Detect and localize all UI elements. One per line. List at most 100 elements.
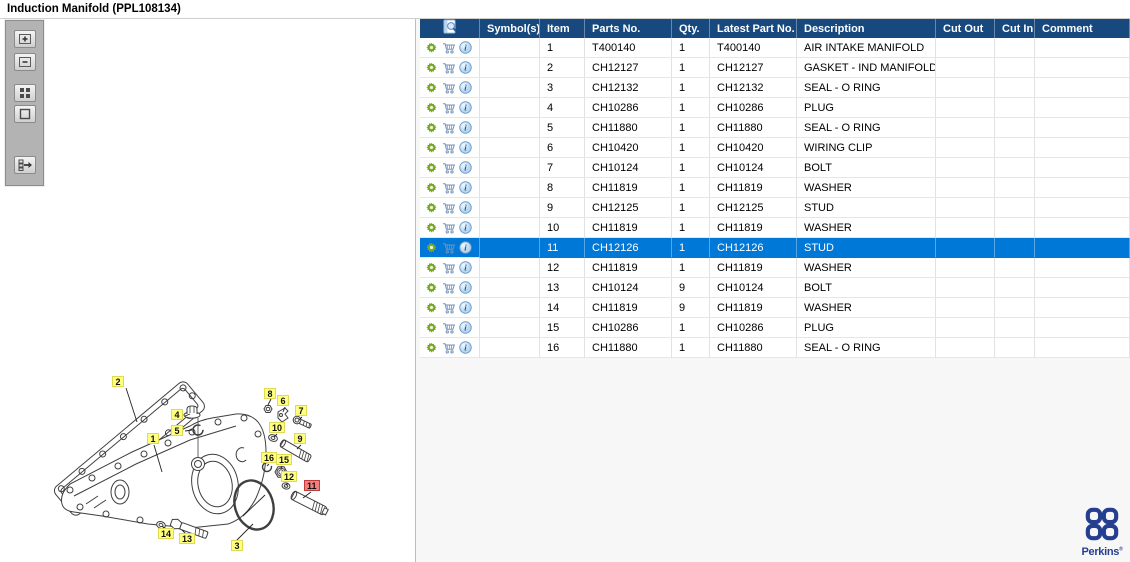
cart-icon[interactable] [441,300,456,315]
diagram-callout-16[interactable]: 16 [261,452,278,463]
info-icon[interactable]: i [458,140,473,155]
gear-icon[interactable] [424,280,439,295]
table-row[interactable]: i 7 CH10124 1 CH10124 BOLT [420,158,1130,178]
zoom-in-button[interactable] [14,30,36,48]
column-header-comment[interactable]: Comment [1035,19,1130,38]
cell-description: WASHER [797,258,936,278]
diagram-callout-12[interactable]: 12 [281,471,298,482]
info-icon[interactable]: i [458,60,473,75]
gear-icon[interactable] [424,340,439,355]
diagram-callout-11[interactable]: 11 [304,480,320,491]
info-icon[interactable]: i [458,320,473,335]
column-header-latest-part-no[interactable]: Latest Part No. [710,19,797,38]
cart-icon[interactable] [441,180,456,195]
info-icon[interactable]: i [458,200,473,215]
table-row[interactable]: i 4 CH10286 1 CH10286 PLUG [420,98,1130,118]
single-view-button[interactable] [14,105,36,123]
cart-icon[interactable] [441,320,456,335]
diagram-callout-8[interactable]: 8 [264,388,276,399]
table-row[interactable]: i 13 CH10124 9 CH10124 BOLT [420,278,1130,298]
table-row[interactable]: i 5 CH11880 1 CH11880 SEAL - O RING [420,118,1130,138]
gear-icon[interactable] [424,40,439,55]
gear-icon[interactable] [424,300,439,315]
diagram-callout-4[interactable]: 4 [171,409,183,420]
gear-icon[interactable] [424,200,439,215]
gear-icon[interactable] [424,260,439,275]
cell-cut-out [936,58,995,78]
info-icon[interactable]: i [458,340,473,355]
cell-qty: 1 [672,58,710,78]
column-header-parts-no[interactable]: Parts No. [585,19,672,38]
diagram-callout-6[interactable]: 6 [277,395,289,406]
info-icon[interactable]: i [458,160,473,175]
cart-icon[interactable] [441,240,456,255]
table-row[interactable]: i 8 CH11819 1 CH11819 WASHER [420,178,1130,198]
info-icon[interactable]: i [458,260,473,275]
cart-icon[interactable] [441,220,456,235]
tile-view-button[interactable] [14,84,36,102]
cart-icon[interactable] [441,140,456,155]
cart-icon[interactable] [441,280,456,295]
cart-icon[interactable] [441,160,456,175]
cart-icon[interactable] [441,40,456,55]
gear-icon[interactable] [424,80,439,95]
diagram-callout-10[interactable]: 10 [269,422,286,433]
info-icon[interactable]: i [458,180,473,195]
info-icon[interactable]: i [458,120,473,135]
gear-icon[interactable] [424,160,439,175]
gear-icon[interactable] [424,220,439,235]
table-row[interactable]: i 1 T400140 1 T400140 AIR INTAKE MANIFOL… [420,38,1130,58]
cart-icon[interactable] [441,120,456,135]
table-row[interactable]: i 2 CH12127 1 CH12127 GASKET - IND MANIF… [420,58,1130,78]
column-header-qty[interactable]: Qty. [672,19,710,38]
table-row[interactable]: i 14 CH11819 9 CH11819 WASHER [420,298,1130,318]
table-row[interactable]: i 12 CH11819 1 CH11819 WASHER [420,258,1130,278]
cart-icon[interactable] [441,200,456,215]
table-row[interactable]: i 3 CH12132 1 CH12132 SEAL - O RING [420,78,1130,98]
info-icon[interactable]: i [458,80,473,95]
table-row[interactable]: i 15 CH10286 1 CH10286 PLUG [420,318,1130,338]
gear-icon[interactable] [424,100,439,115]
table-row[interactable]: i 6 CH10420 1 CH10420 WIRING CLIP [420,138,1130,158]
column-header-symbols[interactable]: Symbol(s) [480,19,540,38]
info-icon[interactable]: i [458,220,473,235]
column-header-description[interactable]: Description [797,19,936,38]
zoom-out-button[interactable] [14,53,36,71]
cart-icon[interactable] [441,100,456,115]
diagram-callout-13[interactable]: 13 [179,533,196,544]
diagram-callout-2[interactable]: 2 [112,376,124,387]
gear-icon[interactable] [424,140,439,155]
gear-icon[interactable] [424,320,439,335]
column-header-item[interactable]: Item [540,19,585,38]
gear-icon[interactable] [424,240,439,255]
diagram-callout-9[interactable]: 9 [294,433,306,444]
table-row[interactable]: i 9 CH12125 1 CH12125 STUD [420,198,1130,218]
info-icon[interactable]: i [458,240,473,255]
cart-icon[interactable] [441,260,456,275]
table-row[interactable]: i 11 CH12126 1 CH12126 STUD [420,238,1130,258]
diagram-callout-15[interactable]: 15 [276,454,293,465]
gear-icon[interactable] [424,60,439,75]
info-icon[interactable]: i [458,280,473,295]
info-icon[interactable]: i [458,40,473,55]
panel-divider[interactable] [415,19,416,562]
diagram-callout-3[interactable]: 3 [231,540,243,551]
preview-column-header[interactable] [420,19,480,38]
table-row[interactable]: i 10 CH11819 1 CH11819 WASHER [420,218,1130,238]
info-icon[interactable]: i [458,100,473,115]
gear-icon[interactable] [424,120,439,135]
column-header-cut-in[interactable]: Cut In [995,19,1035,38]
gear-icon[interactable] [424,180,439,195]
table-row[interactable]: i 16 CH11880 1 CH11880 SEAL - O RING [420,338,1130,358]
diagram-callout-7[interactable]: 7 [295,405,307,416]
export-list-button[interactable] [14,156,36,174]
column-header-cut-out[interactable]: Cut Out [936,19,995,38]
cart-icon[interactable] [441,80,456,95]
diagram-callout-1[interactable]: 1 [147,433,159,444]
cart-icon[interactable] [441,340,456,355]
diagram-callout-14[interactable]: 14 [158,528,175,539]
cart-icon[interactable] [441,60,456,75]
diagram-callout-5[interactable]: 5 [171,425,183,436]
info-icon[interactable]: i [458,300,473,315]
cell-item: 1 [540,38,585,58]
